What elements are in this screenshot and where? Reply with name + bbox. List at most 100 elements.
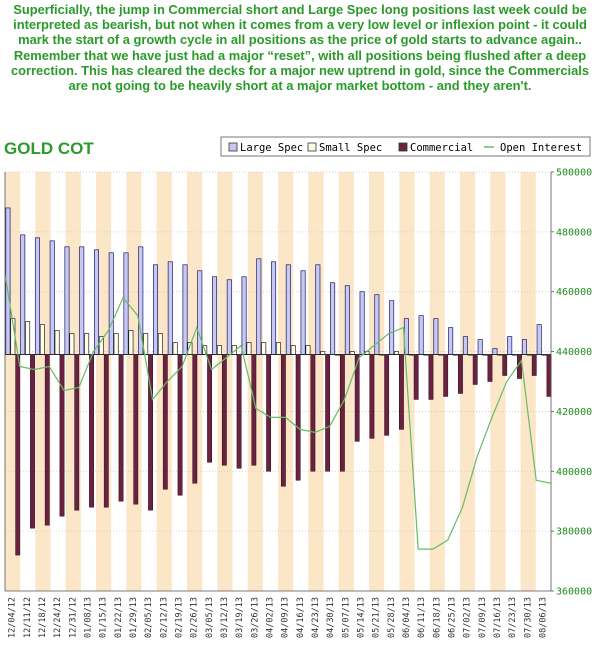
y-tick-label: 420000 — [556, 407, 592, 418]
bar-large-spec — [167, 261, 173, 355]
bar-large-spec — [241, 276, 247, 355]
bar-large-spec — [315, 264, 321, 355]
x-tick-label: 03/19/13 — [235, 597, 245, 638]
bar-large-spec — [330, 282, 336, 355]
bar-large-spec — [64, 246, 70, 355]
bar-small-spec — [113, 333, 119, 355]
bar-commercial — [221, 354, 227, 466]
y-tick-label: 500000 — [556, 168, 592, 179]
bar-commercial — [44, 354, 50, 526]
x-tick-label: 03/26/13 — [250, 597, 260, 638]
y-tick-label: 460000 — [556, 287, 592, 298]
bar-large-spec — [226, 279, 232, 355]
x-tick-label: 06/25/13 — [447, 597, 457, 638]
background-band — [520, 172, 536, 591]
bar-large-spec — [34, 237, 40, 355]
legend-swatch-large-spec — [228, 142, 238, 152]
bar-commercial — [413, 354, 419, 400]
x-tick-label: 12/31/12 — [68, 597, 78, 638]
bar-small-spec — [305, 345, 311, 355]
bar-large-spec — [93, 249, 99, 355]
bar-commercial — [339, 354, 345, 472]
bar-large-spec — [492, 348, 498, 355]
bar-large-spec — [108, 252, 114, 355]
y-tick-label: 380000 — [556, 527, 592, 538]
legend-swatch-commercial — [398, 142, 408, 152]
x-tick-label: 12/18/12 — [38, 597, 48, 638]
bar-commercial — [546, 354, 552, 397]
bar-large-spec — [389, 300, 395, 355]
legend-label-small-spec: Small Spec — [319, 142, 382, 154]
bar-large-spec — [20, 234, 26, 355]
bar-commercial — [162, 354, 168, 490]
background-band — [338, 172, 354, 591]
bar-large-spec — [477, 339, 483, 355]
bar-commercial — [30, 354, 35, 529]
x-tick-label: 01/29/13 — [129, 597, 139, 638]
bar-large-spec — [256, 258, 262, 355]
bar-commercial — [472, 354, 478, 385]
bar-large-spec — [507, 336, 513, 355]
x-tick-label: 07/30/13 — [523, 597, 533, 638]
x-tick-label: 06/18/13 — [432, 597, 442, 638]
legend-label-commercial: Commercial — [410, 142, 473, 154]
background-band — [490, 172, 506, 591]
bar-commercial — [118, 354, 124, 502]
bar-small-spec — [128, 330, 134, 355]
bar-small-spec — [261, 342, 267, 355]
background-band — [460, 172, 476, 591]
y-tick-label: 480000 — [556, 227, 592, 238]
bar-large-spec — [153, 264, 159, 355]
legend-swatch-small-spec — [307, 142, 317, 152]
x-tick-label: 06/11/13 — [417, 597, 427, 638]
bar-small-spec — [84, 333, 90, 355]
bar-large-spec — [462, 336, 468, 355]
background-band — [369, 172, 385, 591]
bar-large-spec — [212, 276, 218, 355]
x-tick-label: 07/02/13 — [463, 597, 473, 638]
x-tick-label: 02/19/13 — [174, 597, 184, 638]
x-tick-label: 06/04/13 — [402, 597, 412, 638]
bar-large-spec — [344, 285, 350, 355]
bar-small-spec — [246, 342, 252, 355]
bar-commercial — [192, 354, 198, 484]
bar-commercial — [369, 354, 375, 439]
bar-large-spec — [433, 318, 439, 355]
bar-commercial — [458, 354, 463, 394]
bar-small-spec — [275, 342, 281, 355]
chart-title: GOLD COT — [4, 139, 94, 158]
bar-small-spec — [54, 330, 60, 355]
gold-cot-chart: GOLD COT Large Spec Small Spec Commercia… — [4, 136, 592, 638]
bar-small-spec — [172, 342, 178, 355]
bar-small-spec — [69, 333, 75, 355]
x-tick-label: 01/08/13 — [83, 597, 93, 638]
x-tick-label: 08/06/13 — [538, 597, 548, 638]
bar-commercial — [133, 354, 139, 505]
x-tick-label: 07/16/13 — [493, 597, 503, 638]
y-tick-label: 400000 — [556, 467, 592, 478]
x-tick-label: 12/24/12 — [53, 597, 63, 638]
y-tick-label: 360000 — [556, 587, 592, 598]
bar-small-spec — [290, 345, 296, 355]
x-tick-label: 04/23/13 — [311, 597, 321, 638]
x-tick-label: 07/09/13 — [478, 597, 488, 638]
bar-commercial — [251, 354, 257, 466]
chart-legend: Large Spec Small Spec Commercial Open In… — [220, 136, 591, 157]
x-tick-label: 04/09/13 — [281, 597, 291, 638]
bar-large-spec — [359, 291, 365, 355]
x-tick-label: 01/22/13 — [114, 597, 124, 638]
x-tick-label: 05/14/13 — [356, 597, 366, 638]
bar-commercial — [295, 354, 301, 481]
bar-small-spec — [216, 345, 222, 355]
x-tick-label: 02/05/13 — [144, 597, 154, 638]
bar-commercial — [280, 354, 286, 487]
x-tick-label: 03/12/13 — [220, 597, 230, 638]
x-tick-label: 02/12/13 — [159, 597, 169, 638]
bar-commercial — [325, 354, 331, 472]
commentary-text: Superficially, the jump in Commercial sh… — [10, 2, 590, 94]
bar-commercial — [428, 354, 434, 400]
x-tick-label: 03/05/13 — [205, 597, 215, 638]
bar-large-spec — [300, 270, 306, 355]
bar-commercial — [443, 354, 449, 397]
background-band — [429, 172, 445, 591]
